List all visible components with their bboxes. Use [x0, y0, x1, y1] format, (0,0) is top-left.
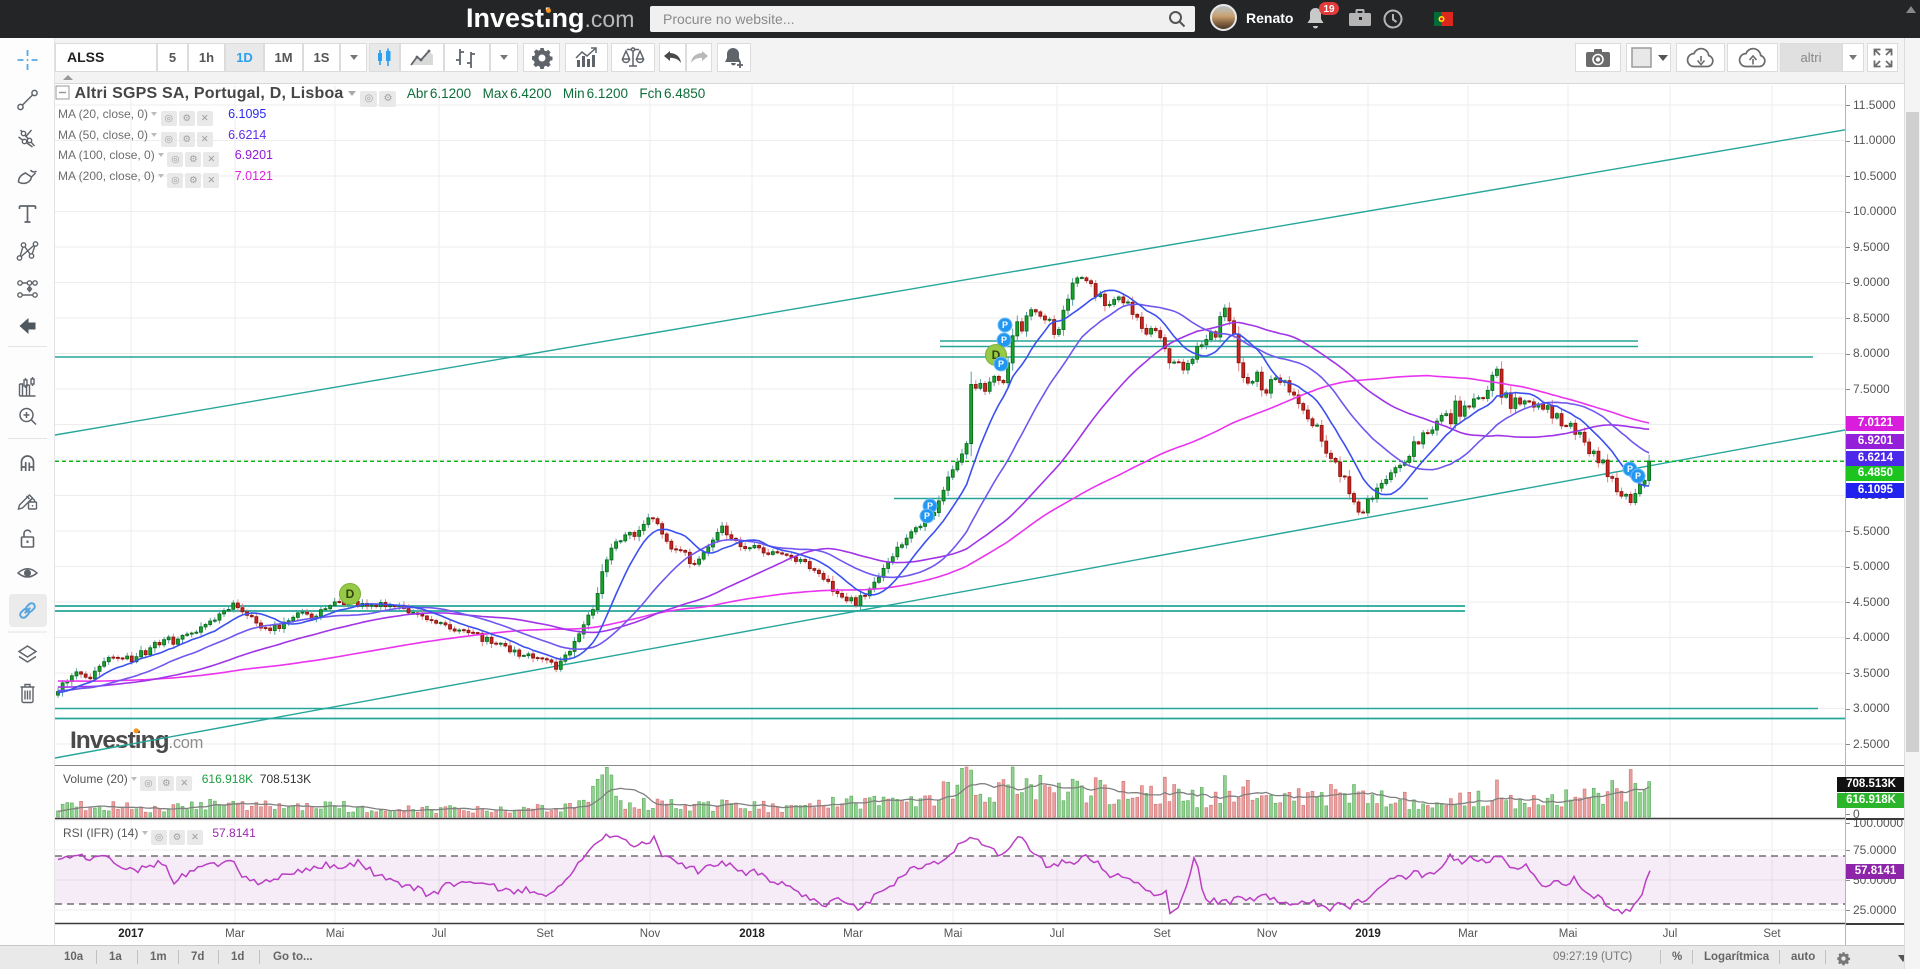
svg-text:P: P — [1001, 335, 1007, 345]
svg-text:D: D — [346, 587, 355, 601]
svg-text:P: P — [1627, 464, 1633, 474]
svg-text:D: D — [992, 348, 1001, 362]
svg-text:P: P — [998, 359, 1004, 369]
svg-text:P: P — [1635, 471, 1641, 481]
svg-text:P: P — [927, 501, 933, 511]
svg-text:P: P — [924, 511, 930, 521]
svg-text:19: 19 — [1323, 4, 1335, 15]
svg-text:P: P — [1002, 320, 1008, 330]
